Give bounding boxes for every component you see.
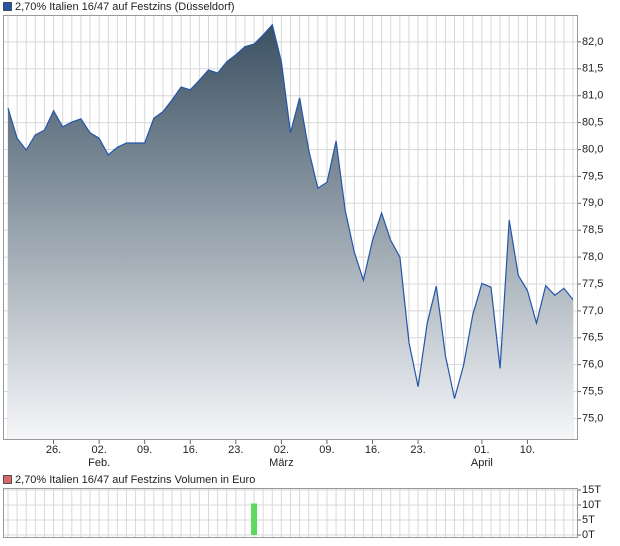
x-tick-label: 23.	[228, 444, 243, 456]
legend-label: 2,70% Italien 16/47 auf Festzins Volumen…	[15, 474, 255, 486]
y-tick-label: 78,0	[582, 251, 603, 263]
y-tick-label: 80,5	[582, 117, 603, 129]
y-tick-label: 81,0	[582, 90, 603, 102]
legend-swatch	[3, 475, 12, 484]
x-tick-label: 10.	[520, 444, 535, 456]
area-fill	[8, 24, 573, 440]
x-tick-label: 01.	[474, 444, 489, 456]
month-label: April	[471, 457, 493, 469]
y-tick-label: 10T	[582, 499, 601, 511]
x-tick-label: 09.	[137, 444, 152, 456]
y-tick-label: 80,0	[582, 143, 603, 155]
y-tick-label: 78,5	[582, 224, 603, 236]
y-tick-label: 75,5	[582, 385, 603, 397]
x-tick-label: 16.	[183, 444, 198, 456]
y-tick-label: 79,5	[582, 170, 603, 182]
plot-frame	[3, 488, 578, 538]
x-tick-label: 23.	[410, 444, 425, 456]
y-tick-label: 82,0	[582, 36, 603, 48]
legend-swatch	[3, 2, 12, 11]
month-label: März	[269, 457, 293, 469]
legend-label: 2,70% Italien 16/47 auf Festzins (Düssel…	[15, 1, 235, 13]
x-tick-label: 02.	[91, 444, 106, 456]
x-tick-label: 26.	[46, 444, 61, 456]
y-tick-label: 77,5	[582, 278, 603, 290]
volume-bar	[251, 503, 258, 535]
month-label: Feb.	[88, 457, 110, 469]
y-tick-label: 15T	[582, 484, 601, 496]
y-tick-label: 81,5	[582, 63, 603, 75]
x-tick-label: 02.	[274, 444, 289, 456]
y-tick-label: 75,0	[582, 412, 603, 424]
y-tick-label: 77,0	[582, 305, 603, 317]
y-tick-label: 5T	[582, 514, 595, 526]
price-line	[7, 23, 574, 399]
y-tick-label: 79,0	[582, 197, 603, 209]
y-tick-label: 0T	[582, 529, 595, 541]
x-tick-label: 16.	[365, 444, 380, 456]
y-tick-label: 76,5	[582, 332, 603, 344]
x-tick-label: 09.	[319, 444, 334, 456]
plot-frame	[3, 15, 578, 440]
y-tick-label: 76,0	[582, 359, 603, 371]
